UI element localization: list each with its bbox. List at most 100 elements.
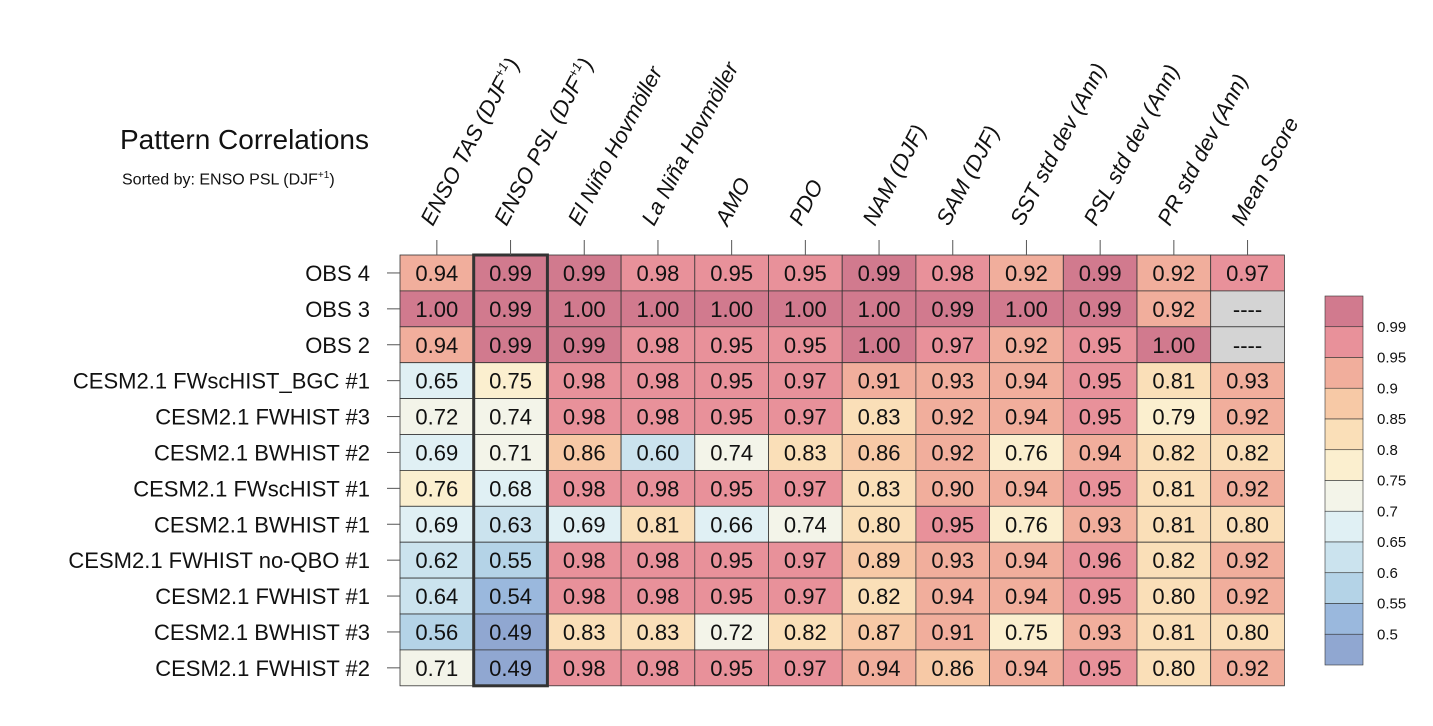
- cell-value: 0.98: [563, 548, 606, 573]
- colorbar-segment: [1324, 326, 1364, 358]
- cell-value: 0.76: [1005, 440, 1048, 465]
- chart-title: Pattern Correlations: [120, 124, 370, 155]
- heatmap-cell: [989, 326, 1064, 364]
- colorbar-segment: [1324, 357, 1364, 389]
- cell-value: 0.55: [489, 548, 532, 573]
- cell-value: 1.00: [1152, 333, 1195, 358]
- cell-value: 0.81: [637, 512, 680, 537]
- cell-value: 0.94: [1005, 548, 1048, 573]
- row-label: OBS 3: [305, 297, 370, 322]
- row-label: CESM2.1 BWHIST #2: [154, 440, 370, 465]
- heatmap-cell: [1210, 505, 1285, 543]
- cell-value: 0.98: [637, 656, 680, 681]
- cell-value: 0.98: [637, 405, 680, 430]
- heatmap-cell: [1136, 362, 1212, 400]
- cell-value: 0.81: [1152, 512, 1195, 537]
- cell-value: 0.81: [1152, 476, 1195, 501]
- column-label: NAM (DJF): [857, 121, 931, 230]
- cell-value: 0.90: [931, 476, 974, 501]
- cell-value: 0.83: [858, 405, 901, 430]
- cell-value: 0.72: [415, 405, 458, 430]
- cell-value: 0.95: [710, 261, 753, 286]
- cell-value: 0.99: [489, 261, 532, 286]
- heatmap-cell: [1062, 254, 1138, 292]
- heatmap-cell: [1062, 326, 1138, 364]
- heatmap-cell: [768, 434, 843, 471]
- column-label: PDO: [784, 176, 828, 230]
- heatmap-cell: [989, 398, 1064, 435]
- cell-value: 0.96: [1079, 548, 1122, 573]
- heatmap-cell: [989, 649, 1064, 687]
- colorbar-segment: [1324, 633, 1364, 666]
- row-label: CESM2.1 FWHIST #1: [155, 584, 370, 609]
- cell-value: 0.86: [858, 440, 901, 465]
- cell-value: 0.98: [637, 584, 680, 609]
- heatmap-cell: [1062, 434, 1138, 471]
- cell-value: 0.76: [415, 476, 458, 501]
- heatmap-cell: [547, 613, 622, 651]
- cell-value: 0.95: [710, 405, 753, 430]
- heatmap-cell: [399, 613, 475, 651]
- heatmap-cell: [915, 577, 991, 615]
- cell-value: 0.92: [1226, 548, 1269, 573]
- heatmap-cell: [1136, 613, 1212, 651]
- column-label-text: PDO: [784, 176, 828, 230]
- cell-value: 0.92: [1152, 261, 1195, 286]
- cell-value: 0.82: [784, 620, 827, 645]
- heatmap-cell: [547, 326, 622, 364]
- cell-value: 0.69: [415, 512, 458, 537]
- cell-value: 0.72: [710, 620, 753, 645]
- row-label: CESM2.1 FWHIST no-QBO #1: [68, 548, 370, 573]
- colorbar-segment: [1324, 480, 1364, 512]
- cell-value: 0.94: [931, 584, 974, 609]
- heatmap-cell: [399, 469, 475, 507]
- cell-value: 0.49: [489, 656, 532, 681]
- colorbar-label: 0.85: [1377, 411, 1406, 428]
- cell-value: 0.92: [1226, 405, 1269, 430]
- colorbar-segment: [1324, 387, 1364, 420]
- heatmap-cell: [620, 398, 696, 435]
- heatmap-cell: [694, 254, 769, 292]
- colorbar-label: 0.9: [1377, 380, 1398, 397]
- heatmap-cell: [915, 469, 991, 507]
- cell-value: 0.98: [637, 476, 680, 501]
- cell-value: 0.76: [1005, 512, 1048, 537]
- cell-value: 0.74: [489, 405, 532, 430]
- heatmap-cell: [694, 649, 769, 687]
- heatmap-cell: [473, 577, 548, 615]
- cell-value: 0.64: [415, 584, 458, 609]
- heatmap-cell: [1136, 326, 1212, 364]
- cell-value: 0.95: [931, 512, 974, 537]
- colorbar-segment: [1324, 603, 1364, 635]
- cell-value: ----: [1233, 297, 1262, 322]
- heatmap-cell: [768, 613, 843, 651]
- cell-value: 0.97: [784, 476, 827, 501]
- heatmap-cell: [620, 541, 696, 579]
- cell-value: 0.99: [563, 333, 606, 358]
- heatmap-cell: [473, 649, 548, 687]
- cell-value: 0.95: [1079, 656, 1122, 681]
- cell-value: 0.95: [1079, 476, 1122, 501]
- heatmap-cell: [841, 326, 917, 364]
- cell-value: 0.69: [563, 512, 606, 537]
- heatmap-cell: [841, 649, 917, 687]
- cell-value: 0.92: [931, 405, 974, 430]
- heatmap-cell: [1136, 290, 1212, 328]
- heatmap-cell: [620, 649, 696, 687]
- cell-value: 0.98: [563, 369, 606, 394]
- cell-value: 0.68: [489, 476, 532, 501]
- colorbar-segment: [1324, 510, 1364, 543]
- cell-value: 0.94: [1005, 656, 1048, 681]
- heatmap-cell: [841, 434, 917, 471]
- cell-value: 0.89: [858, 548, 901, 573]
- cell-value: 0.65: [415, 369, 458, 394]
- subtitle-text: Sorted by: ENSO PSL (DJF: [122, 171, 318, 189]
- cell-value: 0.66: [710, 512, 753, 537]
- cell-value: 0.83: [563, 620, 606, 645]
- cell-value: 0.54: [489, 584, 532, 609]
- heatmap-cell: [1210, 398, 1285, 435]
- cell-value: 0.49: [489, 620, 532, 645]
- cell-value: 0.95: [710, 369, 753, 394]
- heatmap-cell: [1210, 577, 1285, 615]
- cell-value: 0.95: [710, 548, 753, 573]
